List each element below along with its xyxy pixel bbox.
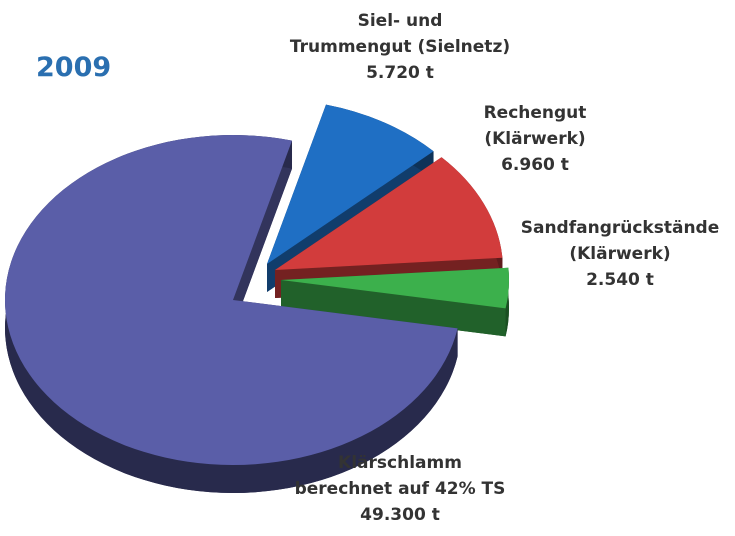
slice-side xyxy=(281,280,506,337)
value-label: 6.960 t xyxy=(501,155,569,175)
slice-side xyxy=(505,267,510,337)
slice xyxy=(281,267,510,309)
slice-label: Siel- und Trummengut (Sielnetz) xyxy=(289,11,511,57)
slice-label: Sandfangrückstände (Klärwerk) xyxy=(520,218,720,264)
chart-title: 2009 xyxy=(36,52,112,83)
slice xyxy=(267,104,434,264)
value-label: 49.300 t xyxy=(360,505,440,525)
slice-label: Rechengut (Klärwerk) xyxy=(483,103,587,149)
slice xyxy=(275,157,503,270)
slice-side xyxy=(233,140,293,328)
slice xyxy=(4,135,458,465)
value-label: 2.540 t xyxy=(586,270,654,290)
value-label: 5.720 t xyxy=(366,63,434,83)
slice-label: Klärschlamm berechnet auf 42% TS xyxy=(294,453,506,499)
